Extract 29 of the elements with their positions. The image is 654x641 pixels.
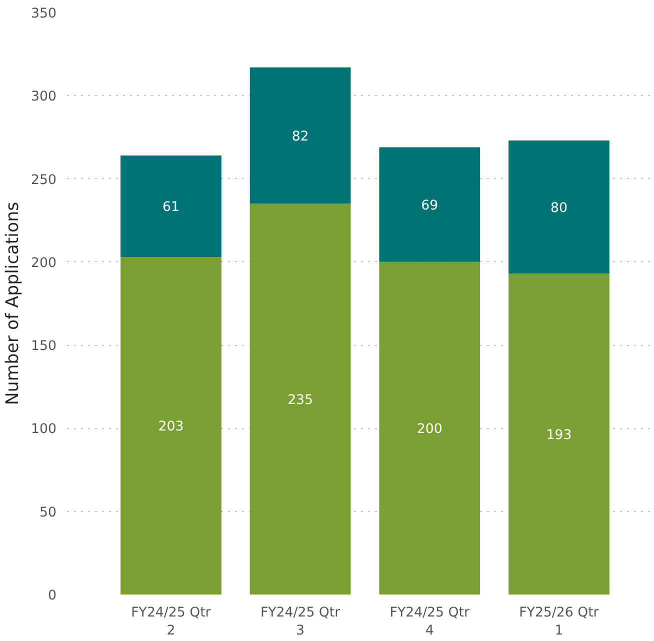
bar [379, 262, 480, 594]
x-tick-label: FY24/25 Qtr 3 [260, 606, 341, 638]
y-tick-label: 250 [31, 172, 57, 188]
x-tick-label: FY24/25 Qtr 2 [131, 606, 212, 638]
data-label: 82 [292, 130, 309, 145]
y-axis-title: Number of Applications [3, 202, 24, 406]
bar [250, 67, 351, 204]
y-tick-label: 300 [31, 90, 57, 105]
data-label: 69 [421, 198, 438, 214]
data-label: 61 [162, 200, 180, 216]
data-label: 203 [158, 420, 184, 435]
bar [120, 156, 222, 257]
bar [250, 204, 351, 594]
y-tick-label: 150 [31, 339, 57, 354]
data-label: 235 [288, 393, 314, 408]
bar [508, 274, 610, 594]
y-tick-label: 100 [31, 422, 57, 438]
bar [508, 140, 610, 274]
bar [120, 256, 222, 594]
y-tick-label: 0 [48, 588, 57, 604]
x-tick-label: FY24/25 Qtr 4 [390, 606, 470, 638]
y-tick-label: 350 [31, 6, 57, 22]
data-label: 80 [550, 201, 568, 216]
bar [379, 147, 480, 262]
data-label: 200 [416, 422, 442, 438]
data-label: 193 [546, 428, 572, 444]
x-tick-label: FY25/26 Qtr 1 [519, 606, 600, 638]
y-tick-label: 50 [40, 505, 57, 520]
y-tick-label: 200 [31, 256, 57, 271]
